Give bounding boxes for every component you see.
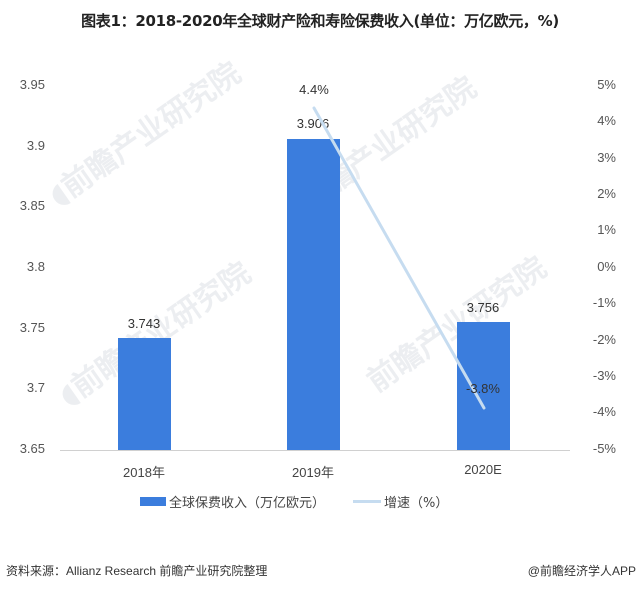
legend-label: 增速（%）	[384, 496, 449, 511]
right-axis-tick: -4%	[592, 404, 616, 419]
right-axis-tick: 1%	[597, 222, 616, 237]
x-axis-tick: 2019年	[292, 465, 334, 480]
legend-item-premium: 全球保费收入（万亿欧元）	[140, 492, 325, 511]
line-value-label: -3.8%	[466, 381, 500, 396]
bar-value-label: 3.743	[127, 316, 161, 331]
right-axis-tick: 5%	[597, 77, 616, 92]
left-axis-tick: 3.65	[19, 441, 45, 456]
credit-note: @前瞻经济学人APP	[527, 564, 636, 578]
right-axis-tick: 0%	[597, 259, 616, 274]
left-axis-tick: 3.95	[19, 77, 45, 92]
right-axis-tick: -1%	[592, 295, 616, 310]
x-axis-tick: 2020E	[464, 462, 502, 477]
left-axis-tick: 3.8	[26, 259, 45, 274]
right-axis-tick: 4%	[597, 113, 616, 128]
line-value-label: 4.4%	[299, 82, 329, 97]
bar-2020e	[457, 322, 510, 450]
bar-2019	[287, 139, 340, 450]
right-axis-tick: 2%	[597, 186, 616, 201]
legend: 全球保费收入（万亿欧元） 增速（%）	[140, 492, 476, 511]
bar-value-label: 3.756	[466, 300, 500, 315]
right-axis-tick: -2%	[592, 332, 616, 347]
chart-title: 图表1：2018-2020年全球财产险和寿险保费收入(单位：万亿欧元，%)	[81, 12, 559, 30]
left-axis-tick: 3.85	[19, 198, 45, 213]
bar-swatch-icon	[140, 497, 166, 506]
legend-label: 全球保费收入（万亿欧元）	[169, 496, 326, 511]
source-note: 资料来源：Allianz Research 前瞻产业研究院整理	[6, 564, 268, 578]
left-axis-tick: 3.9	[26, 138, 45, 153]
x-axis-line	[60, 450, 570, 451]
x-axis-tick: 2018年	[123, 465, 165, 480]
left-axis-tick: 3.7	[26, 380, 45, 395]
line-swatch-icon	[353, 500, 382, 503]
right-axis-tick: -5%	[592, 441, 616, 456]
legend-item-growth: 增速（%）	[353, 492, 448, 511]
right-axis-tick: -3%	[592, 368, 616, 383]
left-axis-tick: 3.75	[19, 320, 45, 335]
right-axis-tick: 3%	[597, 150, 616, 165]
bar-2018	[118, 338, 171, 450]
